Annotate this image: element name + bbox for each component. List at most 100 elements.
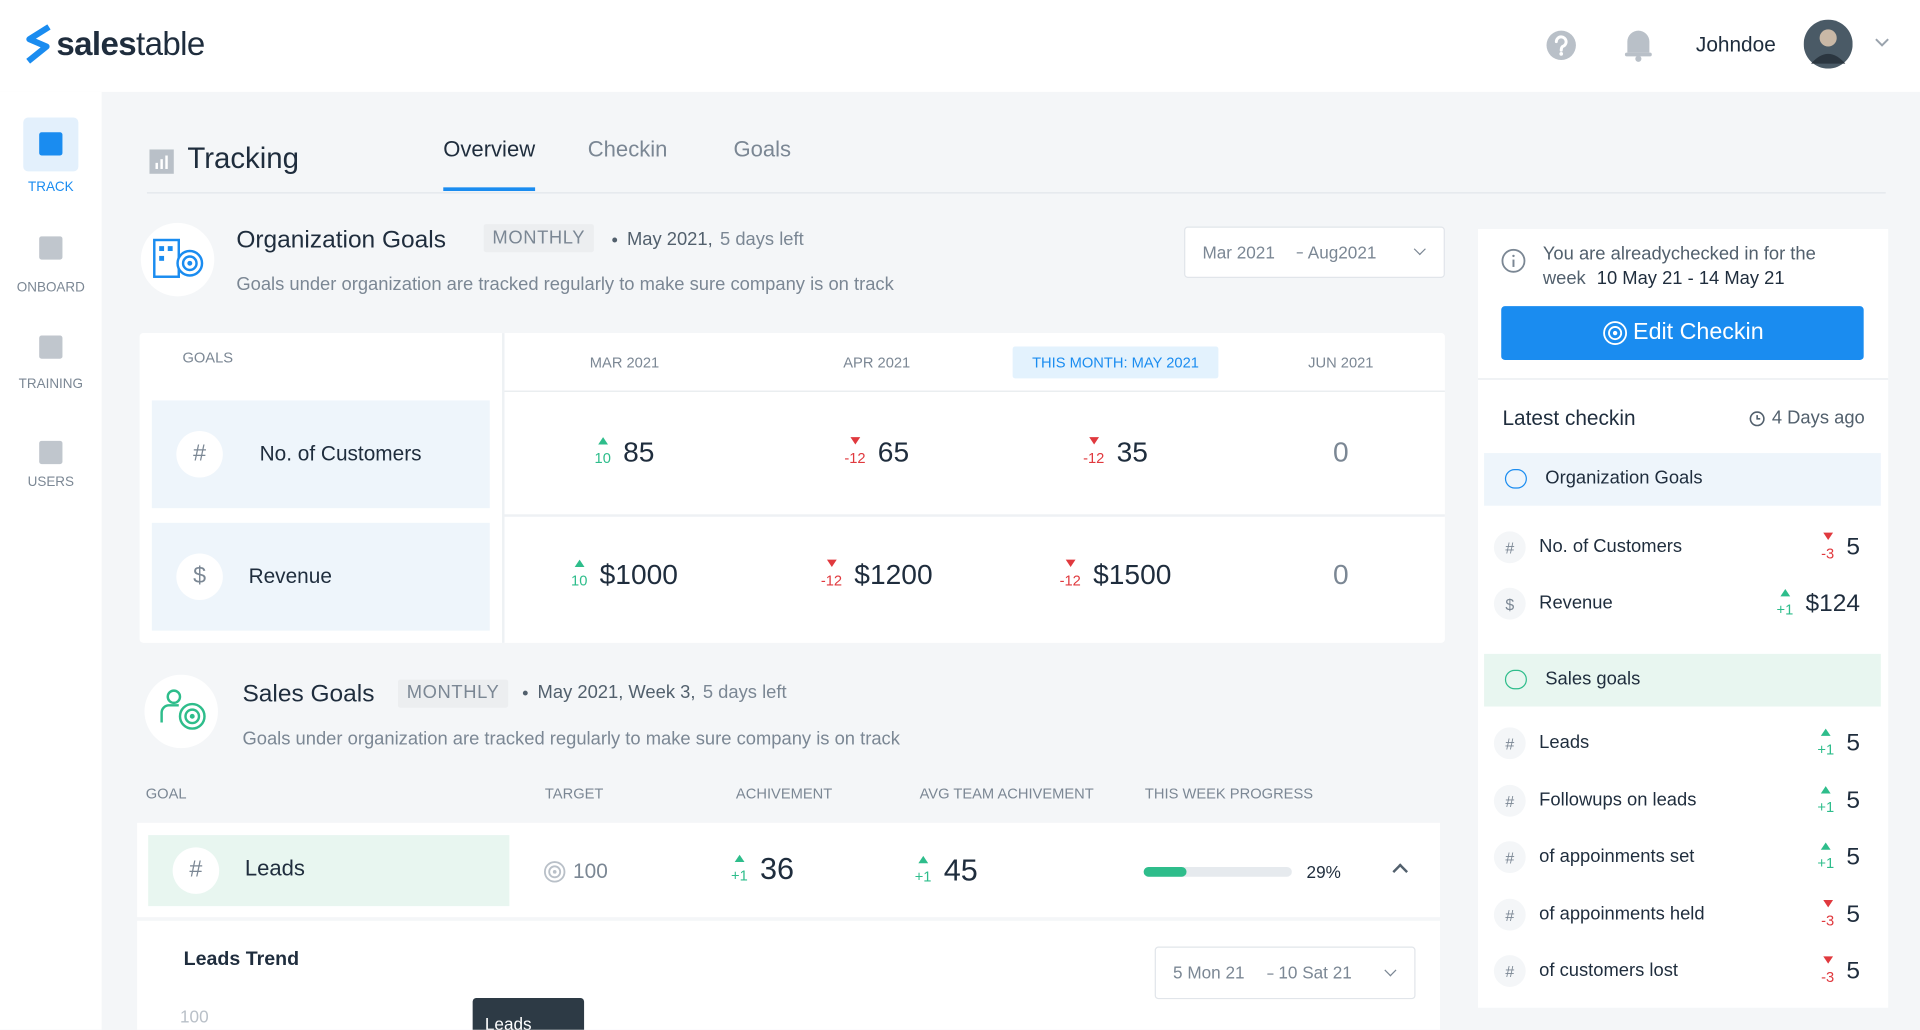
delta: +1 (915, 855, 931, 885)
value: $1500 (1093, 557, 1172, 590)
sidebar-icon (39, 335, 63, 359)
sales-goals-title: Sales Goals (242, 680, 375, 708)
tab-underline (443, 187, 536, 192)
button-icon (1602, 321, 1627, 346)
delta: -3 (1821, 532, 1834, 562)
delta: -12 (1060, 559, 1081, 589)
delta-arrow (1065, 559, 1076, 567)
progress-fill (1143, 866, 1187, 877)
org-goals-title: Organization Goals (236, 226, 446, 254)
value: 5 (1846, 843, 1861, 871)
page-title-icon (149, 149, 174, 174)
checkin-item-name: of customers lost (1539, 960, 1679, 981)
row-icon: # (1493, 727, 1526, 760)
user-name[interactable]: Johndoe (1695, 32, 1776, 57)
brand-regular: table (136, 25, 205, 63)
trend-y-tick: 100 (180, 1006, 209, 1026)
goal-name: No. of Customers (259, 441, 422, 466)
row-icon: # (172, 847, 220, 894)
notification-icon[interactable] (1624, 28, 1653, 62)
tab[interactable]: Goals (733, 137, 792, 162)
page-title: Tracking (187, 141, 299, 175)
week-range-dropdown[interactable] (1154, 946, 1416, 1000)
value: 0 (1332, 557, 1349, 590)
latest-checkin: Latest checkin (1502, 406, 1636, 430)
row-divider (504, 390, 1445, 392)
month-header: APR 2021 (843, 353, 911, 371)
checkin-item-name: of appoinments held (1539, 903, 1705, 925)
checkin-item-name: Followups on leads (1539, 789, 1697, 811)
checkin-week-label: week (1542, 268, 1586, 289)
delta-value: -12 $1200 (821, 555, 933, 594)
row-icon: # (1493, 841, 1526, 874)
row-icon: # (1493, 531, 1526, 564)
checkin-group-title: Sales goals (1545, 668, 1641, 690)
dropdown-start: Mar 2021 (1202, 241, 1275, 262)
top-bar (0, 0, 1920, 92)
sidebar-label[interactable]: TRACK (27, 180, 74, 196)
sidebar-label[interactable]: ONBOARD (16, 280, 85, 296)
edit-checkin-button[interactable]: Edit Checkin (1501, 306, 1864, 361)
checkin-group-header (1484, 453, 1881, 506)
checkin-item-name: No. of Customers (1539, 536, 1683, 558)
org-description: Goals under organization are tracked reg… (236, 274, 894, 296)
info-icon (1501, 248, 1526, 273)
delta-arrow (574, 559, 585, 567)
target-icon (543, 861, 566, 883)
org-days-left: 5 days left (720, 228, 804, 250)
row-divider (504, 514, 1445, 517)
delta-value: +1 5 (1817, 838, 1860, 877)
user-menu-chevron[interactable] (1875, 38, 1890, 48)
checkin-group-icon (1504, 669, 1527, 690)
sales-goals-icon (160, 689, 206, 730)
delta: +1 (1817, 786, 1834, 816)
month-header: JUN 2021 (1308, 353, 1374, 371)
avatar[interactable] (1803, 19, 1853, 69)
month-header: MAR 2021 (589, 353, 660, 371)
row-icon: # (1493, 784, 1526, 817)
month-range-dropdown[interactable] (1184, 226, 1445, 278)
delta: +1 (731, 854, 748, 884)
sidebar-label[interactable]: USERS (27, 475, 75, 491)
sidebar-icon (39, 440, 63, 465)
progress-label: 29% (1306, 861, 1341, 882)
dropdown-separator (1296, 252, 1303, 254)
delta: -3 (1821, 956, 1834, 986)
brand-logo-mark (26, 24, 51, 64)
sales-days-left: 5 days left (702, 682, 787, 703)
column-header: AVG TEAM ACHIVEMENT (919, 784, 1094, 802)
delta-value: 0 (1333, 432, 1349, 471)
value: 5 (1846, 533, 1861, 561)
delta-arrow (1820, 728, 1831, 736)
sales-date: May 2021, Week 3, (537, 682, 696, 703)
checkin-item-name: of appoinments set (1539, 846, 1695, 867)
delta-arrow (1088, 437, 1099, 445)
delta-value: +1 5 (1817, 724, 1860, 763)
delta-arrow (597, 437, 608, 445)
delta-value: +1 45 (915, 851, 978, 890)
value: 5 (1846, 900, 1861, 928)
org-goals-icon (153, 238, 204, 278)
delta-arrow (1822, 956, 1833, 964)
value: $124 (1805, 589, 1861, 617)
delta: -12 (1083, 437, 1104, 467)
dropdown-start: 5 Mon 21 (1173, 962, 1245, 983)
checkin-group-icon (1504, 468, 1527, 489)
bullet (612, 237, 618, 243)
delta: -12 (844, 437, 866, 467)
value: 0 (1332, 435, 1349, 468)
period-badge (483, 224, 594, 253)
tab[interactable]: Checkin (587, 137, 668, 162)
dropdown-end: Aug2021 (1307, 241, 1377, 262)
target: 100 (573, 859, 608, 883)
sidebar-label[interactable]: TRAINING (18, 377, 83, 393)
trend-title: Leads Trend (183, 949, 300, 971)
checkin-notice: You are alreadychecked in for the (1542, 243, 1816, 265)
sidebar (0, 91, 102, 1030)
tab[interactable]: Overview (443, 137, 536, 162)
brand-bold: sales (56, 25, 137, 63)
sales-description: Goals under organization are tracked reg… (242, 728, 900, 750)
help-icon[interactable] (1545, 29, 1577, 61)
